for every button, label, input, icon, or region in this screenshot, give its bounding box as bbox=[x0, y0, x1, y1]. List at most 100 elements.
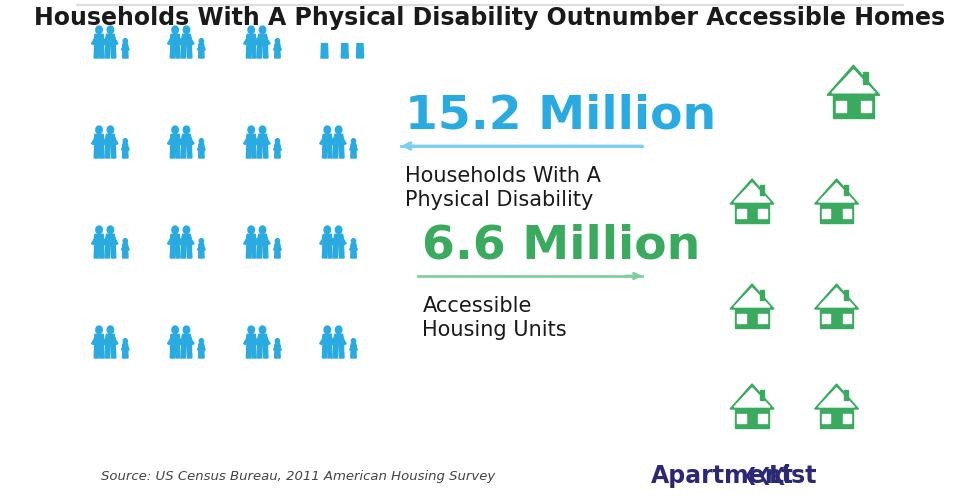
Polygon shape bbox=[95, 235, 103, 246]
Polygon shape bbox=[103, 34, 107, 44]
Polygon shape bbox=[323, 235, 331, 246]
Circle shape bbox=[107, 226, 114, 234]
Polygon shape bbox=[106, 134, 116, 146]
Polygon shape bbox=[91, 134, 95, 144]
Bar bbox=[822, 414, 830, 423]
Polygon shape bbox=[94, 146, 99, 158]
Bar bbox=[760, 390, 763, 400]
Circle shape bbox=[324, 126, 330, 133]
Polygon shape bbox=[99, 46, 104, 58]
Polygon shape bbox=[277, 151, 280, 158]
Polygon shape bbox=[246, 46, 251, 58]
Text: Households With A Physical Disability Outnumber Accessible Homes: Households With A Physical Disability Ou… bbox=[34, 6, 946, 30]
Polygon shape bbox=[734, 388, 770, 407]
Polygon shape bbox=[181, 46, 186, 58]
Circle shape bbox=[96, 226, 102, 234]
Polygon shape bbox=[190, 34, 194, 44]
Polygon shape bbox=[273, 44, 275, 50]
Polygon shape bbox=[814, 179, 858, 204]
Polygon shape bbox=[199, 344, 204, 351]
Polygon shape bbox=[179, 235, 182, 245]
Polygon shape bbox=[94, 346, 99, 358]
Text: Physical Disability: Physical Disability bbox=[406, 190, 594, 210]
Polygon shape bbox=[94, 246, 99, 258]
Polygon shape bbox=[105, 146, 110, 158]
Polygon shape bbox=[175, 246, 180, 258]
Polygon shape bbox=[202, 250, 204, 258]
Polygon shape bbox=[322, 346, 327, 358]
Circle shape bbox=[260, 126, 266, 133]
Polygon shape bbox=[350, 144, 352, 150]
Polygon shape bbox=[267, 235, 270, 245]
Polygon shape bbox=[168, 235, 172, 245]
Bar bbox=[759, 414, 766, 423]
Polygon shape bbox=[99, 346, 104, 358]
Polygon shape bbox=[202, 51, 204, 58]
Polygon shape bbox=[122, 344, 123, 350]
Polygon shape bbox=[190, 334, 194, 345]
Polygon shape bbox=[275, 344, 280, 351]
Polygon shape bbox=[341, 44, 348, 58]
Polygon shape bbox=[168, 34, 172, 44]
Bar bbox=[735, 202, 769, 223]
Polygon shape bbox=[204, 344, 205, 350]
Polygon shape bbox=[197, 44, 199, 50]
Polygon shape bbox=[122, 144, 127, 151]
Polygon shape bbox=[322, 246, 327, 258]
Circle shape bbox=[335, 126, 342, 133]
Circle shape bbox=[96, 126, 102, 133]
Polygon shape bbox=[122, 51, 125, 58]
Bar bbox=[822, 314, 830, 323]
Text: ❮❮❮: ❮❮❮ bbox=[743, 467, 788, 485]
Polygon shape bbox=[351, 351, 354, 358]
Polygon shape bbox=[255, 134, 259, 144]
Circle shape bbox=[107, 26, 114, 34]
Polygon shape bbox=[257, 146, 262, 158]
Polygon shape bbox=[258, 34, 268, 46]
Polygon shape bbox=[199, 44, 204, 51]
Polygon shape bbox=[103, 235, 107, 245]
Polygon shape bbox=[94, 46, 99, 58]
Text: 15.2 Million: 15.2 Million bbox=[406, 93, 716, 138]
Circle shape bbox=[335, 326, 342, 334]
Polygon shape bbox=[199, 244, 204, 250]
Polygon shape bbox=[95, 334, 103, 346]
Polygon shape bbox=[252, 246, 256, 258]
Circle shape bbox=[123, 138, 127, 143]
Polygon shape bbox=[202, 151, 204, 158]
Polygon shape bbox=[244, 134, 247, 144]
Polygon shape bbox=[91, 334, 95, 345]
Polygon shape bbox=[125, 351, 128, 358]
Bar bbox=[844, 185, 849, 195]
Circle shape bbox=[183, 26, 190, 34]
Bar bbox=[759, 209, 766, 218]
Polygon shape bbox=[103, 235, 107, 245]
Bar bbox=[737, 414, 746, 423]
Circle shape bbox=[199, 39, 204, 44]
Bar bbox=[833, 93, 874, 118]
Polygon shape bbox=[342, 334, 346, 345]
Circle shape bbox=[199, 239, 204, 244]
Polygon shape bbox=[179, 34, 182, 44]
Polygon shape bbox=[734, 183, 770, 202]
Text: Housing Units: Housing Units bbox=[422, 320, 567, 340]
Circle shape bbox=[324, 226, 330, 234]
Polygon shape bbox=[103, 34, 107, 44]
Polygon shape bbox=[356, 344, 358, 350]
Polygon shape bbox=[258, 334, 268, 346]
Polygon shape bbox=[181, 134, 191, 146]
Polygon shape bbox=[277, 351, 280, 358]
Circle shape bbox=[107, 126, 114, 133]
Polygon shape bbox=[99, 246, 104, 258]
Polygon shape bbox=[354, 151, 357, 158]
Polygon shape bbox=[199, 250, 201, 258]
Polygon shape bbox=[199, 51, 201, 58]
Circle shape bbox=[123, 339, 127, 344]
Polygon shape bbox=[122, 44, 123, 50]
Polygon shape bbox=[351, 344, 356, 351]
Polygon shape bbox=[204, 244, 205, 250]
Circle shape bbox=[172, 26, 178, 34]
Polygon shape bbox=[252, 146, 256, 158]
Polygon shape bbox=[257, 46, 262, 58]
Circle shape bbox=[248, 26, 255, 34]
